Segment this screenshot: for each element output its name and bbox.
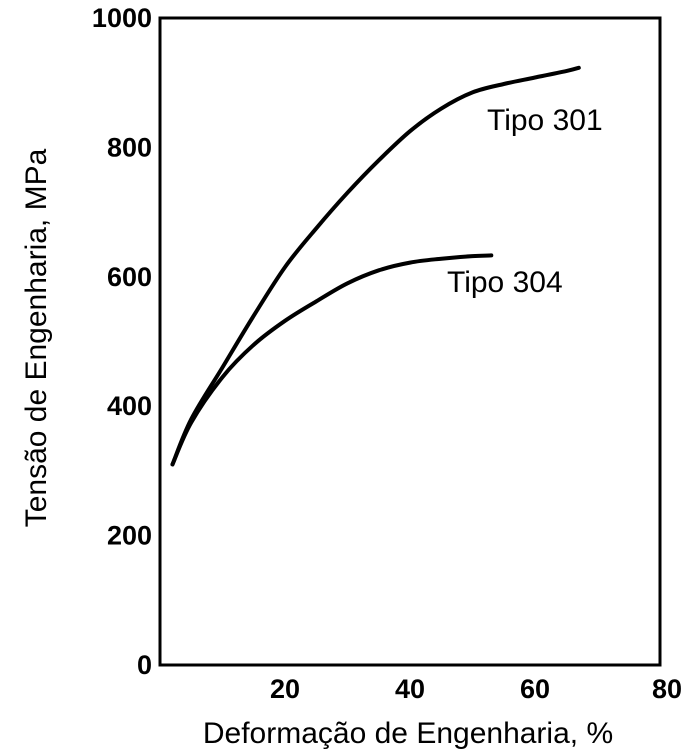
y-tick-label: 400 <box>107 391 152 421</box>
y-tick-label: 800 <box>107 132 152 162</box>
x-tick-label: 20 <box>270 674 300 704</box>
x-axis-label: Deformação de Engenharia, % <box>203 717 613 750</box>
ticks-group: 0 200 400 600 800 1000 20 40 60 80 <box>92 3 682 704</box>
series-line <box>170 253 494 467</box>
x-tick-label: 80 <box>652 674 682 704</box>
y-tick-label: 0 <box>137 650 152 680</box>
x-tick-label: 60 <box>520 674 550 704</box>
x-tick-label: 40 <box>395 674 425 704</box>
series-group: Tipo 301 Tipo 304 <box>170 65 603 467</box>
y-axis-label: Tensão de Engenharia, MPa <box>20 148 53 527</box>
series-line <box>170 65 581 467</box>
y-tick-label: 1000 <box>92 3 152 33</box>
y-tick-label: 200 <box>107 521 152 551</box>
y-tick-label: 600 <box>107 262 152 292</box>
series-label: Tipo 304 <box>447 266 563 299</box>
series-label: Tipo 301 <box>487 104 603 137</box>
plot-frame <box>158 16 662 667</box>
plot-frame-group <box>158 16 662 667</box>
